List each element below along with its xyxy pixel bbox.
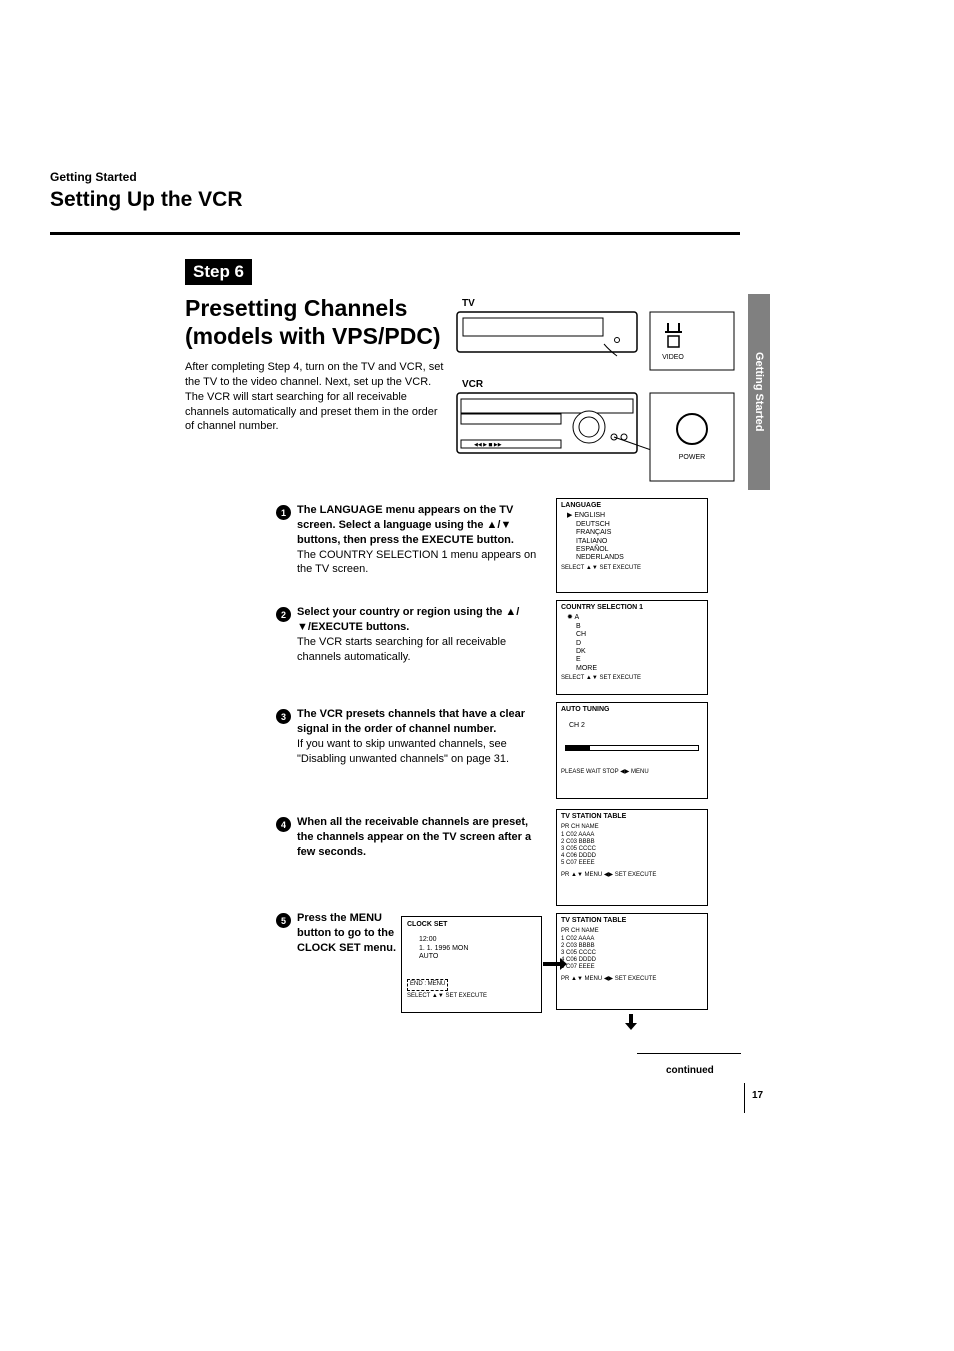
screen1-title: LANGUAGE (561, 502, 703, 510)
step-3-text: The VCR presets channels that have a cle… (297, 707, 538, 766)
page: Getting Started Setting Up the VCR Step … (0, 0, 954, 1351)
step-label: Step 6 (185, 259, 252, 285)
s2-i3: D (576, 640, 581, 647)
s4-r4: 4 C06 DDDD (561, 853, 703, 860)
step-2-text: Select your country or region using the … (297, 605, 538, 664)
screen-4: TV STATION TABLE PR CH NAME 1 C02 AAAA 2… (556, 809, 708, 906)
vcr-illustration: VCR ◀◀ ▶ ◼ ▶▶ POWER (454, 377, 740, 485)
s4-r5: 5 C07 EEEE (561, 860, 703, 867)
page-number: 17 (752, 1090, 763, 1101)
s4-r1: 1 C02 AAAA (561, 832, 703, 839)
power-button-label: POWER (679, 454, 705, 461)
s3-footer: PLEASE WAIT STOP ◀▶ MENU (561, 769, 703, 776)
end-footer: SELECT ▲▼ SET EXECUTE (407, 993, 536, 1001)
s1-i1: DEUTSCH (576, 521, 610, 528)
end-box: END : MENU (407, 979, 448, 991)
step-3-plain: If you want to skip unwanted channels, s… (297, 738, 509, 765)
step-title: Presetting Channels (models with VPS/PDC… (185, 295, 441, 350)
s2-i6: MORE (576, 665, 597, 672)
step-5-text: Press the MENU button to go to the CLOCK… (297, 911, 397, 956)
step-title-line2: (models with VPS/PDC) (185, 323, 441, 349)
s4-r0: PR CH NAME (561, 824, 703, 831)
s2-i2: CH (576, 631, 586, 638)
bullet-5: 5 (276, 913, 291, 928)
s1-i4: ESPAÑOL (576, 546, 609, 553)
page-num-rule (744, 1083, 745, 1113)
video-button-label: VIDEO (662, 354, 684, 361)
step-5-bold: Press the MENU button to go to the CLOCK… (297, 912, 396, 954)
screen-5: TV STATION TABLE PR CH NAME 1 C02 AAAA 2… (556, 913, 708, 1010)
step-3-bold: The VCR presets channels that have a cle… (297, 708, 525, 735)
bullet-4: 4 (276, 817, 291, 832)
screen2-title: COUNTRY SELECTION 1 (561, 604, 703, 612)
s2-i0: A (574, 614, 579, 621)
s5-r0: PR CH NAME (561, 928, 703, 935)
screen3-title: AUTO TUNING (561, 706, 703, 714)
s5-footer: PR ▲▼ MENU ◀▶ SET EXECUTE (561, 976, 703, 983)
screen4-title: TV STATION TABLE (561, 813, 703, 821)
arrow-right-icon (543, 962, 561, 966)
s1-footer: SELECT ▲▼ SET EXECUTE (561, 565, 703, 572)
s2-i4: DK (576, 648, 586, 655)
step-title-line1: Presetting Channels (185, 295, 407, 321)
vcr-label: VCR (462, 379, 484, 390)
s4-r3: 3 C05 CCCC (561, 846, 703, 853)
screen-3: AUTO TUNING CH 2 PLEASE WAIT STOP ◀▶ MEN… (556, 702, 708, 799)
s5-r3: 3 C05 CCCC (561, 950, 703, 957)
side-tab: Getting Started (748, 294, 770, 490)
horizontal-rule (50, 232, 740, 235)
bullet-3: 3 (276, 709, 291, 724)
s3-body: CH 2 (569, 722, 703, 730)
s1-i0: ENGLISH (574, 512, 605, 519)
s5-r5: 5 C07 EEEE (561, 964, 703, 971)
end-l1: 1. 1. 1996 MON (419, 945, 536, 954)
end-title: CLOCK SET (407, 921, 536, 930)
screen5-title: TV STATION TABLE (561, 917, 703, 925)
s4-footer: PR ▲▼ MENU ◀▶ SET EXECUTE (561, 872, 703, 879)
screen-1: LANGUAGE ▶ ENGLISH DEUTSCH FRANÇAIS ITAL… (556, 498, 708, 593)
s5-r4: 4 C06 DDDD (561, 957, 703, 964)
s5-r1: 1 C02 AAAA (561, 936, 703, 943)
s4-r2: 2 C03 BBBB (561, 839, 703, 846)
continued-rule (637, 1053, 741, 1054)
s1-i2: FRANÇAIS (576, 529, 611, 536)
bullet-2: 2 (276, 607, 291, 622)
step-4-bold: When all the receivable channels are pre… (297, 816, 531, 858)
tv-label: TV (462, 298, 475, 309)
step-1-bold: The LANGUAGE menu appears on the TV scre… (297, 504, 514, 546)
page-title: Setting Up the VCR (50, 188, 243, 212)
screen-2: COUNTRY SELECTION 1 ✹ A B CH D DK E MORE… (556, 600, 708, 695)
s2-i5: E (576, 656, 581, 663)
arrow-down-icon (629, 1014, 633, 1024)
s1-i3: ITALIANO (576, 538, 607, 545)
svg-text:◀◀ ▶ ◼ ▶▶: ◀◀ ▶ ◼ ▶▶ (474, 442, 502, 448)
s5-r2: 2 C03 BBBB (561, 943, 703, 950)
bullet-1: 1 (276, 505, 291, 520)
step-1-text: The LANGUAGE menu appears on the TV scre… (297, 503, 538, 577)
s2-i1: B (576, 623, 581, 630)
continued-label: continued (666, 1065, 714, 1076)
end-l0: 12:00 (419, 936, 536, 945)
tv-illustration: TV VIDEO (454, 296, 740, 372)
step-4-text: When all the receivable channels are pre… (297, 815, 538, 860)
s1-i5: NEDERLANDS (576, 554, 624, 561)
step-1-plain: The COUNTRY SELECTION 1 menu appears on … (297, 549, 536, 576)
end-l2: AUTO (419, 953, 536, 962)
section-header: Getting Started (50, 170, 137, 184)
intro-paragraph: After completing Step 4, turn on the TV … (185, 360, 445, 434)
step-2-bold: Select your country or region using the … (297, 606, 519, 633)
end-screen: CLOCK SET 12:00 1. 1. 1996 MON AUTO END … (401, 916, 542, 1013)
step-2-plain: The VCR starts searching for all receiva… (297, 636, 506, 663)
s2-footer: SELECT ▲▼ SET EXECUTE (561, 675, 703, 682)
